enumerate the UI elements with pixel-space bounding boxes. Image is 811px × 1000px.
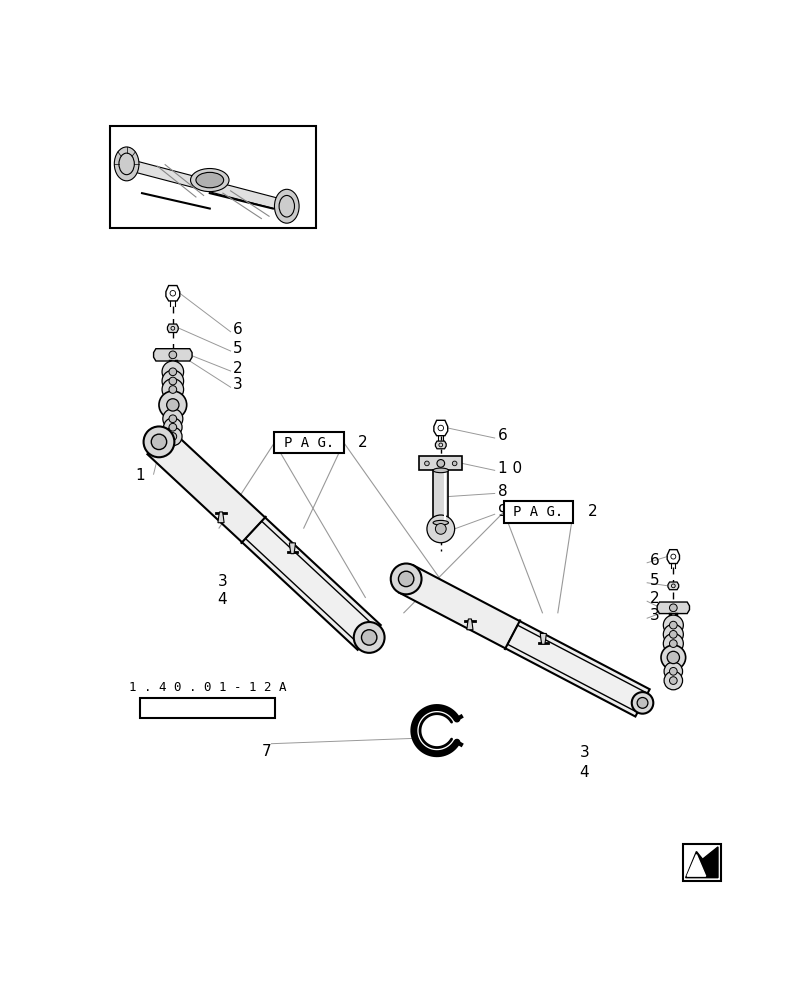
Text: 3: 3	[233, 377, 242, 392]
Text: 6: 6	[497, 428, 507, 443]
Text: 5: 5	[650, 573, 659, 588]
Bar	[682, 844, 720, 881]
Polygon shape	[127, 158, 288, 212]
Circle shape	[169, 351, 177, 359]
Circle shape	[159, 391, 187, 419]
Circle shape	[663, 634, 683, 654]
Polygon shape	[167, 324, 178, 333]
Polygon shape	[398, 565, 649, 717]
Text: 2: 2	[650, 591, 659, 606]
Text: 1: 1	[135, 468, 145, 483]
Circle shape	[424, 461, 429, 466]
Text: 3: 3	[650, 608, 659, 623]
Text: 3: 3	[579, 745, 589, 760]
Polygon shape	[539, 633, 546, 644]
Text: 9: 9	[497, 504, 507, 519]
Polygon shape	[245, 521, 377, 646]
Polygon shape	[289, 543, 295, 554]
Circle shape	[637, 698, 647, 708]
Circle shape	[163, 418, 182, 436]
Circle shape	[169, 377, 177, 385]
Circle shape	[151, 434, 166, 450]
Text: 6: 6	[650, 553, 659, 568]
Bar	[140, 698, 275, 718]
Polygon shape	[217, 512, 224, 523]
Circle shape	[144, 426, 174, 457]
Polygon shape	[148, 429, 380, 650]
Circle shape	[631, 692, 653, 714]
Circle shape	[667, 651, 679, 664]
Text: 5: 5	[233, 341, 242, 356]
Circle shape	[398, 571, 414, 587]
Polygon shape	[153, 349, 192, 361]
Circle shape	[169, 433, 177, 440]
Text: 2: 2	[233, 361, 242, 376]
Polygon shape	[466, 619, 472, 630]
Ellipse shape	[195, 172, 223, 188]
Circle shape	[663, 615, 683, 635]
Polygon shape	[656, 602, 689, 614]
Text: 3: 3	[217, 574, 227, 589]
Circle shape	[668, 667, 676, 675]
Circle shape	[169, 423, 177, 431]
Ellipse shape	[114, 147, 139, 181]
Polygon shape	[684, 847, 717, 878]
Circle shape	[660, 645, 684, 670]
Bar	[504, 501, 573, 523]
Bar	[274, 432, 343, 453]
Text: 1 . 4 0 . 0 1 - 1 2 A: 1 . 4 0 . 0 1 - 1 2 A	[129, 681, 286, 694]
Text: 2: 2	[358, 435, 367, 450]
Circle shape	[166, 399, 178, 411]
Text: 6: 6	[233, 322, 242, 337]
Text: P A G.: P A G.	[284, 436, 334, 450]
Circle shape	[663, 671, 682, 690]
Circle shape	[668, 621, 676, 629]
Bar	[109, 126, 315, 228]
Circle shape	[436, 460, 444, 467]
Polygon shape	[686, 855, 705, 876]
Circle shape	[435, 523, 445, 534]
Circle shape	[163, 409, 182, 429]
Text: 4: 4	[217, 592, 227, 607]
Text: 2: 2	[587, 504, 597, 519]
Text: 8: 8	[497, 484, 507, 499]
Text: 1 0: 1 0	[497, 461, 521, 476]
Ellipse shape	[191, 169, 229, 192]
Circle shape	[390, 564, 421, 594]
Circle shape	[668, 631, 676, 638]
Polygon shape	[435, 441, 445, 449]
Text: 4: 4	[579, 765, 588, 780]
Circle shape	[668, 640, 676, 647]
Polygon shape	[507, 625, 646, 712]
Circle shape	[169, 368, 177, 376]
Circle shape	[354, 622, 384, 653]
Circle shape	[452, 461, 457, 466]
Circle shape	[361, 630, 376, 645]
Circle shape	[169, 386, 177, 393]
Circle shape	[162, 361, 183, 383]
Ellipse shape	[432, 468, 448, 473]
Circle shape	[427, 515, 454, 543]
Polygon shape	[667, 582, 678, 590]
Ellipse shape	[432, 520, 448, 525]
Text: P A G.: P A G.	[513, 505, 563, 519]
Circle shape	[162, 370, 183, 392]
Circle shape	[663, 662, 682, 681]
Circle shape	[663, 624, 683, 644]
Ellipse shape	[274, 189, 298, 223]
Polygon shape	[432, 470, 448, 523]
Polygon shape	[418, 456, 461, 470]
Circle shape	[668, 677, 676, 684]
Text: 7: 7	[261, 744, 271, 759]
Circle shape	[668, 604, 676, 612]
Circle shape	[169, 415, 177, 423]
Circle shape	[163, 427, 182, 446]
Circle shape	[162, 379, 183, 400]
